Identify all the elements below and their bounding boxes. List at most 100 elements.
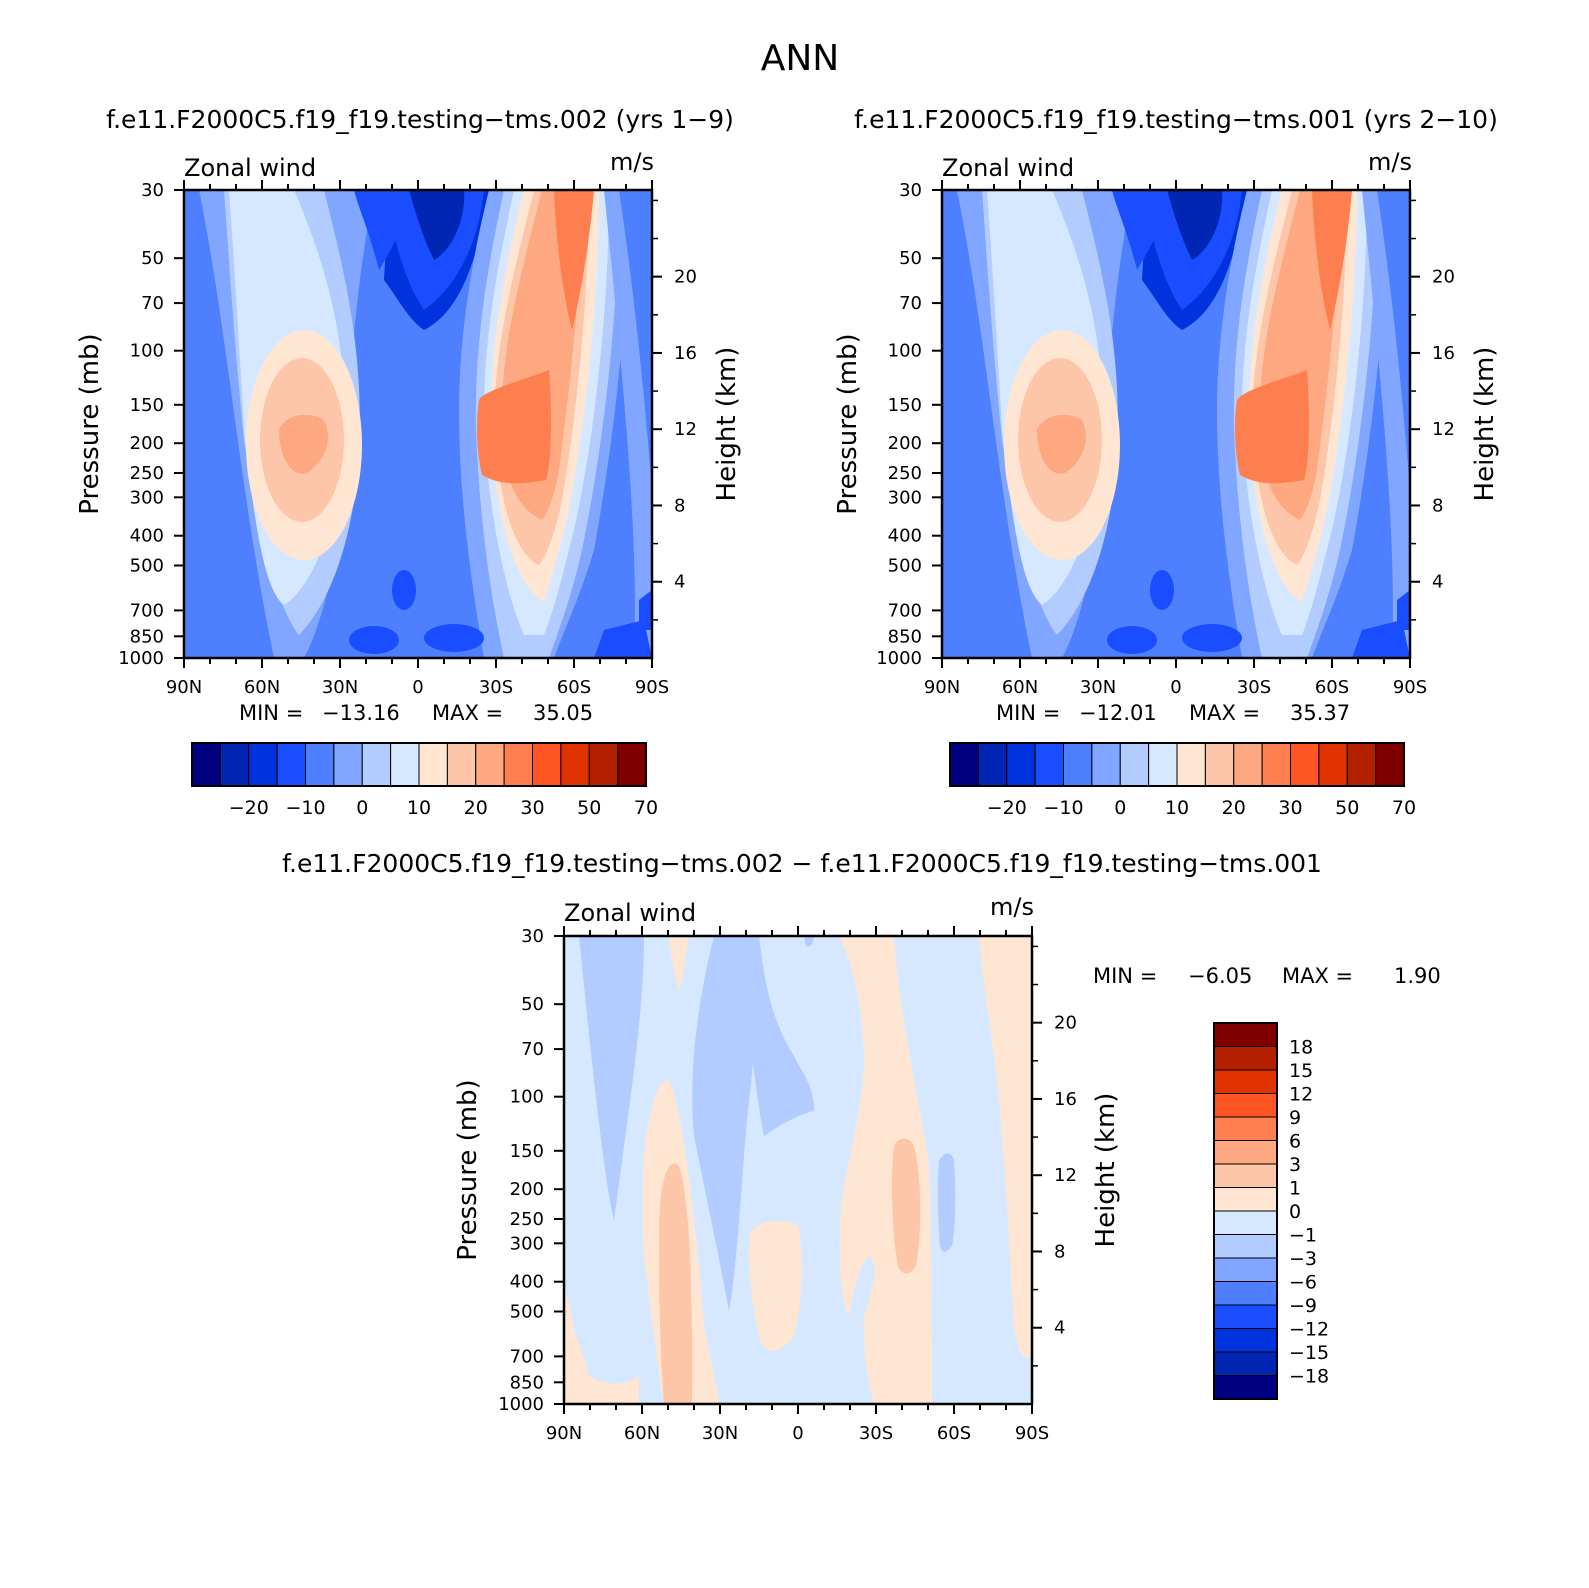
panel-1-variable: Zonal wind bbox=[184, 154, 316, 182]
panel-1-ylabel-right: Height (km) bbox=[712, 347, 742, 502]
y-tick-label: 50 bbox=[899, 248, 922, 269]
colorbar-frame bbox=[949, 742, 1405, 787]
y-right-tick-label: 20 bbox=[1054, 1013, 1077, 1034]
y-tick-label: 100 bbox=[510, 1087, 544, 1108]
y-tick-label: 50 bbox=[521, 994, 544, 1015]
colorbar-frame bbox=[1213, 1022, 1278, 1400]
colorbar-box bbox=[617, 742, 647, 787]
colorbar-box bbox=[1261, 742, 1291, 787]
colorbar-box bbox=[1290, 742, 1320, 787]
colorbar-box bbox=[1063, 742, 1093, 787]
panel-2-units: m/s bbox=[1368, 148, 1412, 176]
colorbar-box bbox=[1034, 742, 1064, 787]
colorbar-label: 0 bbox=[1289, 1201, 1301, 1223]
colorbar-label: −15 bbox=[1289, 1342, 1329, 1364]
colorbar-box bbox=[1233, 742, 1263, 787]
colorbar-label: −10 bbox=[285, 797, 325, 819]
colorbar-label: −20 bbox=[987, 797, 1027, 819]
colorbar-box bbox=[1091, 742, 1121, 787]
x-tick-label: 30S bbox=[1237, 677, 1271, 698]
colorbar-box bbox=[390, 742, 420, 787]
y-tick-label: 400 bbox=[888, 526, 922, 547]
colorbar-label: −10 bbox=[1043, 797, 1083, 819]
colorbar-label: 20 bbox=[464, 797, 488, 819]
colorbar-label: 70 bbox=[1392, 797, 1416, 819]
panel-1: f.e11.F2000C5.f19_f19.testing−tms.002 (y… bbox=[75, 105, 742, 819]
panel-1-units: m/s bbox=[610, 148, 654, 176]
panel-1-min-value: −13.16 bbox=[322, 701, 400, 725]
colorbar-label: 10 bbox=[1165, 797, 1189, 819]
colorbar-box bbox=[333, 742, 363, 787]
panel-1-title: f.e11.F2000C5.f19_f19.testing−tms.002 (y… bbox=[106, 105, 734, 134]
y-tick-label: 30 bbox=[899, 180, 922, 201]
x-tick-label: 0 bbox=[412, 677, 423, 698]
colorbar-label: 6 bbox=[1289, 1131, 1301, 1153]
colorbar-box bbox=[475, 742, 505, 787]
panel-2-min-label: MIN = bbox=[996, 701, 1060, 725]
x-tick-label: 60S bbox=[557, 677, 591, 698]
panel-3-title: f.e11.F2000C5.f19_f19.testing−tms.002 − … bbox=[282, 849, 1322, 878]
y-right-tick-label: 12 bbox=[1432, 419, 1455, 440]
colorbar-box bbox=[446, 742, 477, 787]
colorbar-box bbox=[977, 742, 1008, 787]
colorbar-label: 70 bbox=[634, 797, 658, 819]
colorbar-box bbox=[1213, 1187, 1278, 1212]
colorbar-box bbox=[1213, 1210, 1278, 1235]
colorbar-box bbox=[503, 742, 533, 787]
y-right-tick-label: 8 bbox=[1432, 495, 1443, 516]
y-tick-label: 700 bbox=[130, 600, 164, 621]
panel-1-ylabel: Pressure (mb) bbox=[75, 333, 105, 514]
panel-3: f.e11.F2000C5.f19_f19.testing−tms.002 − … bbox=[282, 849, 1441, 1444]
colorbar-box bbox=[1213, 1046, 1278, 1071]
y-tick-label: 200 bbox=[130, 433, 164, 454]
panel-2-axes: 90N 60N 30N 0 30S 60S 90S 30 50 70 100 150 200 250 300… bbox=[876, 180, 1455, 698]
colorbar-box bbox=[276, 742, 306, 787]
panel-3-ylabel-right: Height (km) bbox=[1091, 1093, 1121, 1248]
colorbar-box bbox=[560, 742, 590, 787]
colorbar-label: 9 bbox=[1289, 1107, 1301, 1129]
panel-2-min-value: −12.01 bbox=[1079, 701, 1157, 725]
panel-1-max-value: 35.05 bbox=[533, 701, 593, 725]
panel-2-variable: Zonal wind bbox=[942, 154, 1074, 182]
panel-2-ylabel-right: Height (km) bbox=[1470, 347, 1500, 502]
panel-2-max-label: MAX = bbox=[1189, 701, 1260, 725]
colorbar-box bbox=[1213, 1281, 1278, 1306]
y-right-tick-label: 4 bbox=[1432, 572, 1443, 593]
y-tick-label: 150 bbox=[130, 395, 164, 416]
panel-3-max-value: 1.90 bbox=[1394, 964, 1441, 988]
colorbar-box bbox=[532, 742, 562, 787]
colorbar-box bbox=[1176, 742, 1206, 787]
colorbar-label: −6 bbox=[1289, 1272, 1317, 1294]
panel-2: f.e11.F2000C5.f19_f19.testing−tms.001 (y… bbox=[833, 105, 1500, 819]
x-tick-label: 60N bbox=[244, 677, 280, 698]
colorbar-box bbox=[1213, 1375, 1278, 1400]
colorbar-box bbox=[1346, 742, 1377, 787]
colorbar-label: 3 bbox=[1289, 1154, 1301, 1176]
y-right-tick-label: 16 bbox=[674, 343, 697, 364]
colorbar-label: 30 bbox=[1278, 797, 1302, 819]
y-right-tick-label: 12 bbox=[1054, 1165, 1077, 1186]
y-right-tick-label: 20 bbox=[674, 267, 697, 288]
y-tick-label: 400 bbox=[130, 526, 164, 547]
y-right-tick-label: 16 bbox=[1054, 1089, 1077, 1110]
y-right-tick-label: 20 bbox=[1432, 267, 1455, 288]
panel-3-ylabel: Pressure (mb) bbox=[453, 1079, 483, 1260]
colorbar-box bbox=[1213, 1022, 1278, 1047]
panel-3-contour bbox=[564, 936, 1032, 1404]
y-tick-label: 30 bbox=[521, 926, 544, 947]
x-tick-label: 60S bbox=[937, 1423, 971, 1444]
colorbar-box bbox=[1213, 1328, 1278, 1353]
x-tick-label: 90N bbox=[924, 677, 960, 698]
y-tick-label: 200 bbox=[510, 1179, 544, 1200]
colorbar-box bbox=[418, 742, 448, 787]
colorbar-box bbox=[1213, 1304, 1278, 1329]
y-tick-label: 100 bbox=[888, 341, 922, 362]
panel-3-units: m/s bbox=[990, 893, 1034, 921]
colorbar-label: 20 bbox=[1222, 797, 1246, 819]
y-tick-label: 500 bbox=[510, 1301, 544, 1322]
colorbar-label: 18 bbox=[1289, 1037, 1313, 1059]
colorbar-box bbox=[1318, 742, 1348, 787]
y-right-tick-label: 16 bbox=[1432, 343, 1455, 364]
x-tick-label: 30S bbox=[859, 1423, 893, 1444]
